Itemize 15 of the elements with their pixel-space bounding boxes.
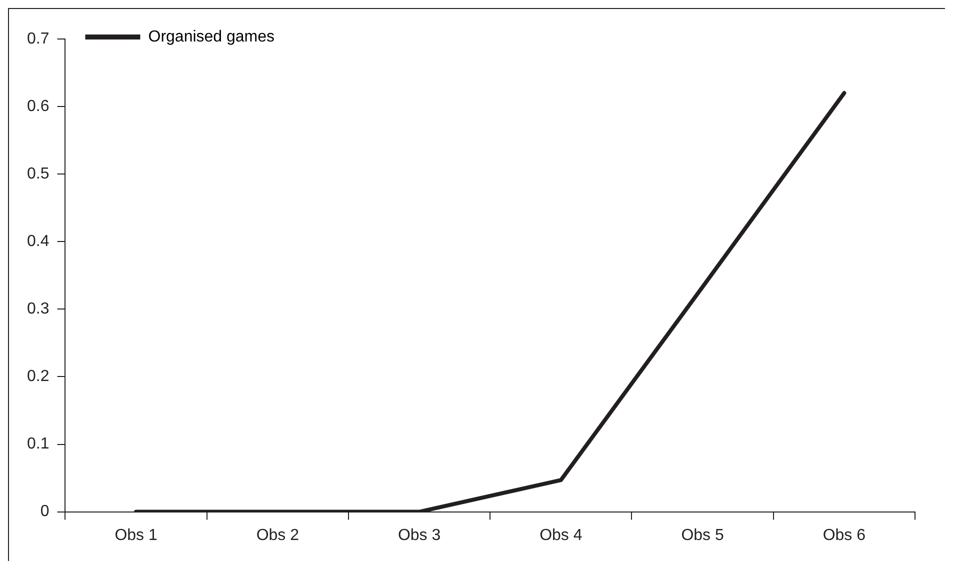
y-tick-label: 0.3 (26, 300, 50, 318)
y-tick-label: 0.4 (26, 233, 50, 250)
x-tick-label: Obs 2 (256, 526, 300, 544)
y-tick-label: 0.6 (26, 98, 50, 115)
x-tick-label: Obs 3 (398, 526, 441, 544)
y-tick-label: 0.2 (26, 368, 50, 386)
x-tick-label: Obs 1 (114, 526, 158, 544)
x-tick-label: Obs 5 (681, 526, 724, 544)
x-tick-label: Obs 6 (822, 526, 866, 544)
x-tick-label: Obs 4 (540, 526, 582, 544)
legend-label: Organised games (148, 28, 275, 46)
y-tick-label: 0 (40, 503, 50, 520)
y-tick-label: 0.7 (26, 30, 50, 48)
y-tick-label: 0.1 (26, 436, 50, 453)
y-tick-label: 0.5 (26, 165, 50, 182)
